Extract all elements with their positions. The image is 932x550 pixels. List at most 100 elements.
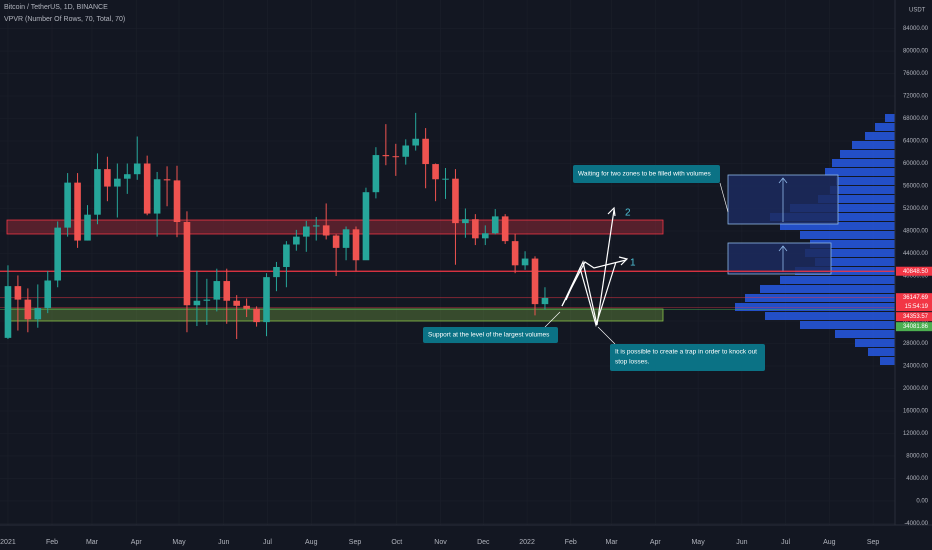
x-tick-label: Oct <box>391 539 402 546</box>
candle-body <box>203 299 211 301</box>
candle-body <box>34 308 42 320</box>
x-tick-label: Dec <box>477 539 490 546</box>
path-label: 2 <box>625 208 631 219</box>
candle-body <box>541 297 549 305</box>
y-tick-label: 52000.00 <box>903 206 929 212</box>
candle-body <box>372 155 380 193</box>
y-tick-label: 24000.00 <box>903 364 929 370</box>
price-label: 34081.86 <box>903 324 929 330</box>
chart-title: Bitcoin / TetherUS, 1D, BINANCE <box>4 4 108 11</box>
candle-body <box>193 300 201 306</box>
candles <box>4 112 549 339</box>
price-label: 36147.69 <box>903 295 929 301</box>
indicator-label: VPVR (Number Of Rows, 70, Total, 70) <box>4 16 125 23</box>
x-tick-label: Jun <box>736 539 747 546</box>
candle-body <box>352 229 360 261</box>
y-tick-label: 12000.00 <box>903 431 929 437</box>
candle-body <box>163 179 171 181</box>
candle-body <box>24 299 32 320</box>
candle-body <box>4 286 12 338</box>
candle-body <box>14 286 22 300</box>
note-text: stop losses. <box>615 359 650 366</box>
candle-body <box>223 281 231 301</box>
candle-body <box>283 244 290 267</box>
x-tick-label: Aug <box>305 539 318 546</box>
x-tick-label: 2022 <box>519 539 535 546</box>
candle-body <box>491 216 499 234</box>
y-tick-label: 76000.00 <box>903 71 929 77</box>
y-tick-label: 28000.00 <box>903 341 929 347</box>
y-tick-label: 20000.00 <box>903 386 929 392</box>
price-label-bg <box>896 322 932 332</box>
y-tick-label: 4000.00 <box>906 476 928 482</box>
x-tick-label: Sep <box>349 539 362 546</box>
candle-body <box>322 225 330 236</box>
y-tick-label: 16000.00 <box>903 409 929 415</box>
y-tick-label: 0.00 <box>916 499 928 505</box>
x-tick-label: Jun <box>218 539 229 546</box>
candle-body <box>511 241 519 266</box>
time-axis <box>0 525 932 550</box>
y-tick-label: 68000.00 <box>903 116 929 122</box>
candle-body <box>253 308 260 323</box>
candle-body <box>332 235 340 248</box>
y-tick-label: -4000.00 <box>904 521 928 527</box>
candle-body <box>233 300 240 306</box>
candle-body <box>44 280 52 309</box>
y-tick-label: 72000.00 <box>903 94 929 100</box>
x-tick-label: Jul <box>781 539 790 546</box>
x-tick-label: Sep <box>867 539 880 546</box>
x-tick-label: Apr <box>650 539 662 546</box>
price-lines <box>0 270 895 310</box>
candle-body <box>462 219 469 224</box>
candle-body <box>94 169 101 215</box>
y-tick-label: 44000.00 <box>903 251 929 257</box>
candle-body <box>273 266 280 278</box>
x-tick-label: May <box>691 539 705 546</box>
currency: USDT <box>909 8 926 14</box>
candle-body <box>243 305 250 309</box>
scenario-paths <box>561 206 629 328</box>
candle-body <box>432 164 439 180</box>
candle-body <box>183 222 191 306</box>
price-label-bg <box>896 293 932 312</box>
y-tick-label: 48000.00 <box>903 229 929 235</box>
x-tick-label: Feb <box>46 539 58 546</box>
candle-body <box>531 258 539 305</box>
candle-body <box>392 156 400 158</box>
y-tick-label: 64000.00 <box>903 139 929 145</box>
note-text: Waiting for two zones to be filled with … <box>578 171 711 178</box>
candle-body <box>452 178 459 224</box>
path-label: 1 <box>630 258 636 269</box>
candle-body <box>173 180 181 223</box>
y-tick-label: 8000.00 <box>906 454 928 460</box>
candle-body <box>362 192 370 261</box>
note-waiting: Waiting for two zones to be filled with … <box>573 165 729 213</box>
candle-body <box>104 169 111 187</box>
price-label: 40848.50 <box>903 269 929 275</box>
y-tick-label: 80000.00 <box>903 49 929 55</box>
candle-body <box>213 281 221 300</box>
candle-body <box>501 216 509 242</box>
candle-body <box>442 178 449 180</box>
candle-body <box>74 182 81 241</box>
candle-body <box>521 258 529 266</box>
x-tick-label: Nov <box>434 539 447 546</box>
note-support: Support at the level of the largest volu… <box>423 311 561 343</box>
x-tick-label: May <box>172 539 186 546</box>
candle-body <box>123 174 131 179</box>
note-text: Support at the level of the largest volu… <box>428 332 550 339</box>
candle-body <box>54 227 61 281</box>
candle-body <box>263 277 270 323</box>
price-countdown: 15:54:19 <box>905 304 929 310</box>
candle-body <box>472 219 479 239</box>
candle-body <box>412 138 419 146</box>
zone <box>6 219 664 235</box>
x-tick-label: Aug <box>823 539 836 546</box>
candle-body <box>133 163 141 175</box>
x-tick-label: Feb <box>565 539 577 546</box>
note-text: It is possible to create a trap in order… <box>615 349 757 356</box>
x-tick-label: Apr <box>131 539 143 546</box>
